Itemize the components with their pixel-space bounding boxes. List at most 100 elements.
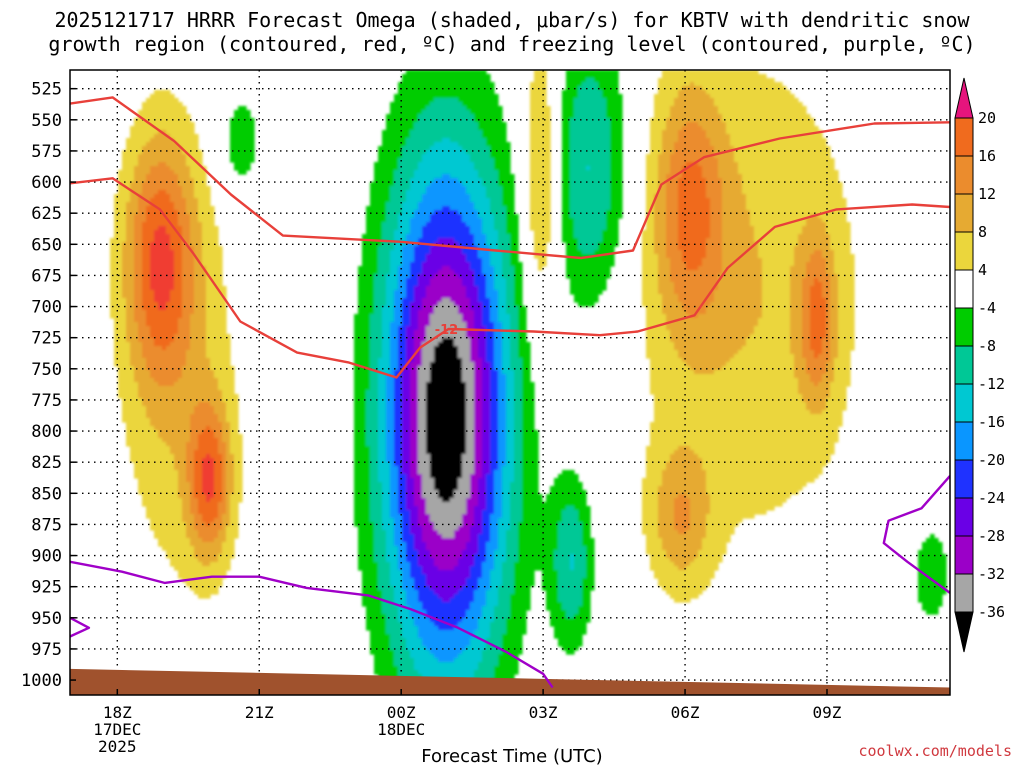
omega-cell: [702, 110, 707, 115]
omega-cell: [674, 90, 679, 95]
omega-cell: [194, 202, 199, 207]
omega-cell: [810, 162, 815, 167]
omega-cell: [586, 226, 591, 231]
omega-cell: [466, 78, 471, 83]
omega-cell: [570, 94, 575, 99]
omega-cell: [662, 226, 667, 231]
omega-cell: [542, 90, 547, 95]
omega-cell: [130, 126, 135, 131]
omega-cell: [586, 150, 591, 155]
omega-cell: [498, 182, 503, 187]
omega-cell: [170, 114, 175, 119]
omega-cell: [542, 170, 547, 175]
omega-cell: [122, 238, 127, 243]
omega-cell: [738, 226, 743, 231]
omega-cell: [462, 98, 467, 103]
omega-cell: [374, 214, 379, 219]
omega-cell: [598, 170, 603, 175]
omega-cell: [398, 170, 403, 175]
omega-cell: [130, 230, 135, 235]
omega-cell: [122, 186, 127, 191]
omega-cell: [814, 202, 819, 207]
omega-cell: [658, 166, 663, 171]
omega-cell: [834, 190, 839, 195]
omega-cell: [150, 146, 155, 151]
omega-cell: [530, 206, 535, 211]
omega-cell: [582, 178, 587, 183]
omega-cell: [794, 174, 799, 179]
omega-cell: [666, 142, 671, 147]
omega-cell: [786, 162, 791, 167]
omega-cell: [666, 210, 671, 215]
omega-cell: [390, 174, 395, 179]
omega-cell: [414, 230, 419, 235]
omega-cell: [718, 94, 723, 99]
omega-cell: [662, 142, 667, 147]
omega-cell: [658, 174, 663, 179]
omega-cell: [418, 202, 423, 207]
omega-cell: [742, 238, 747, 243]
omega-cell: [150, 234, 155, 239]
omega-cell: [482, 94, 487, 99]
omega-cell: [786, 114, 791, 119]
omega-cell: [374, 218, 379, 223]
omega-cell: [614, 126, 619, 131]
omega-cell: [818, 222, 823, 227]
omega-cell: [690, 150, 695, 155]
omega-cell: [822, 142, 827, 147]
omega-cell: [730, 94, 735, 99]
omega-cell: [186, 170, 191, 175]
omega-cell: [418, 142, 423, 147]
omega-cell: [138, 226, 143, 231]
omega-cell: [606, 178, 611, 183]
omega-cell: [418, 198, 423, 203]
omega-cell: [170, 122, 175, 127]
omega-cell: [694, 230, 699, 235]
omega-cell: [602, 106, 607, 111]
omega-cell: [234, 134, 239, 139]
omega-cell: [658, 106, 663, 111]
omega-cell: [586, 134, 591, 139]
omega-cell: [802, 126, 807, 131]
omega-cell: [446, 114, 451, 119]
omega-cell: [778, 218, 783, 223]
omega-cell: [670, 146, 675, 151]
omega-cell: [710, 70, 715, 75]
omega-cell: [402, 234, 407, 239]
omega-cell: [158, 162, 163, 167]
omega-cell: [170, 190, 175, 195]
omega-cell: [490, 186, 495, 191]
omega-cell: [762, 174, 767, 179]
omega-cell: [150, 118, 155, 123]
omega-cell: [542, 142, 547, 147]
omega-cell: [582, 154, 587, 159]
omega-cell: [706, 118, 711, 123]
omega-cell: [658, 122, 663, 127]
omega-cell: [662, 194, 667, 199]
omega-cell: [806, 182, 811, 187]
omega-cell: [790, 118, 795, 123]
omega-cell: [486, 198, 491, 203]
omega-cell: [794, 182, 799, 187]
omega-cell: [754, 178, 759, 183]
omega-cell: [434, 126, 439, 131]
omega-cell: [690, 158, 695, 163]
omega-cell: [654, 114, 659, 119]
omega-cell: [746, 82, 751, 87]
omega-cell: [690, 170, 695, 175]
omega-cell: [438, 130, 443, 135]
omega-cell: [390, 222, 395, 227]
omega-cell: [798, 226, 803, 231]
omega-cell: [422, 234, 427, 239]
omega-cell: [670, 166, 675, 171]
omega-cell: [822, 218, 827, 223]
omega-cell: [162, 138, 167, 143]
omega-cell: [402, 210, 407, 215]
omega-cell: [706, 230, 711, 235]
omega-cell: [702, 130, 707, 135]
omega-cell: [402, 206, 407, 211]
omega-cell: [430, 98, 435, 103]
omega-cell: [654, 206, 659, 211]
omega-cell: [778, 126, 783, 131]
omega-cell: [670, 190, 675, 195]
